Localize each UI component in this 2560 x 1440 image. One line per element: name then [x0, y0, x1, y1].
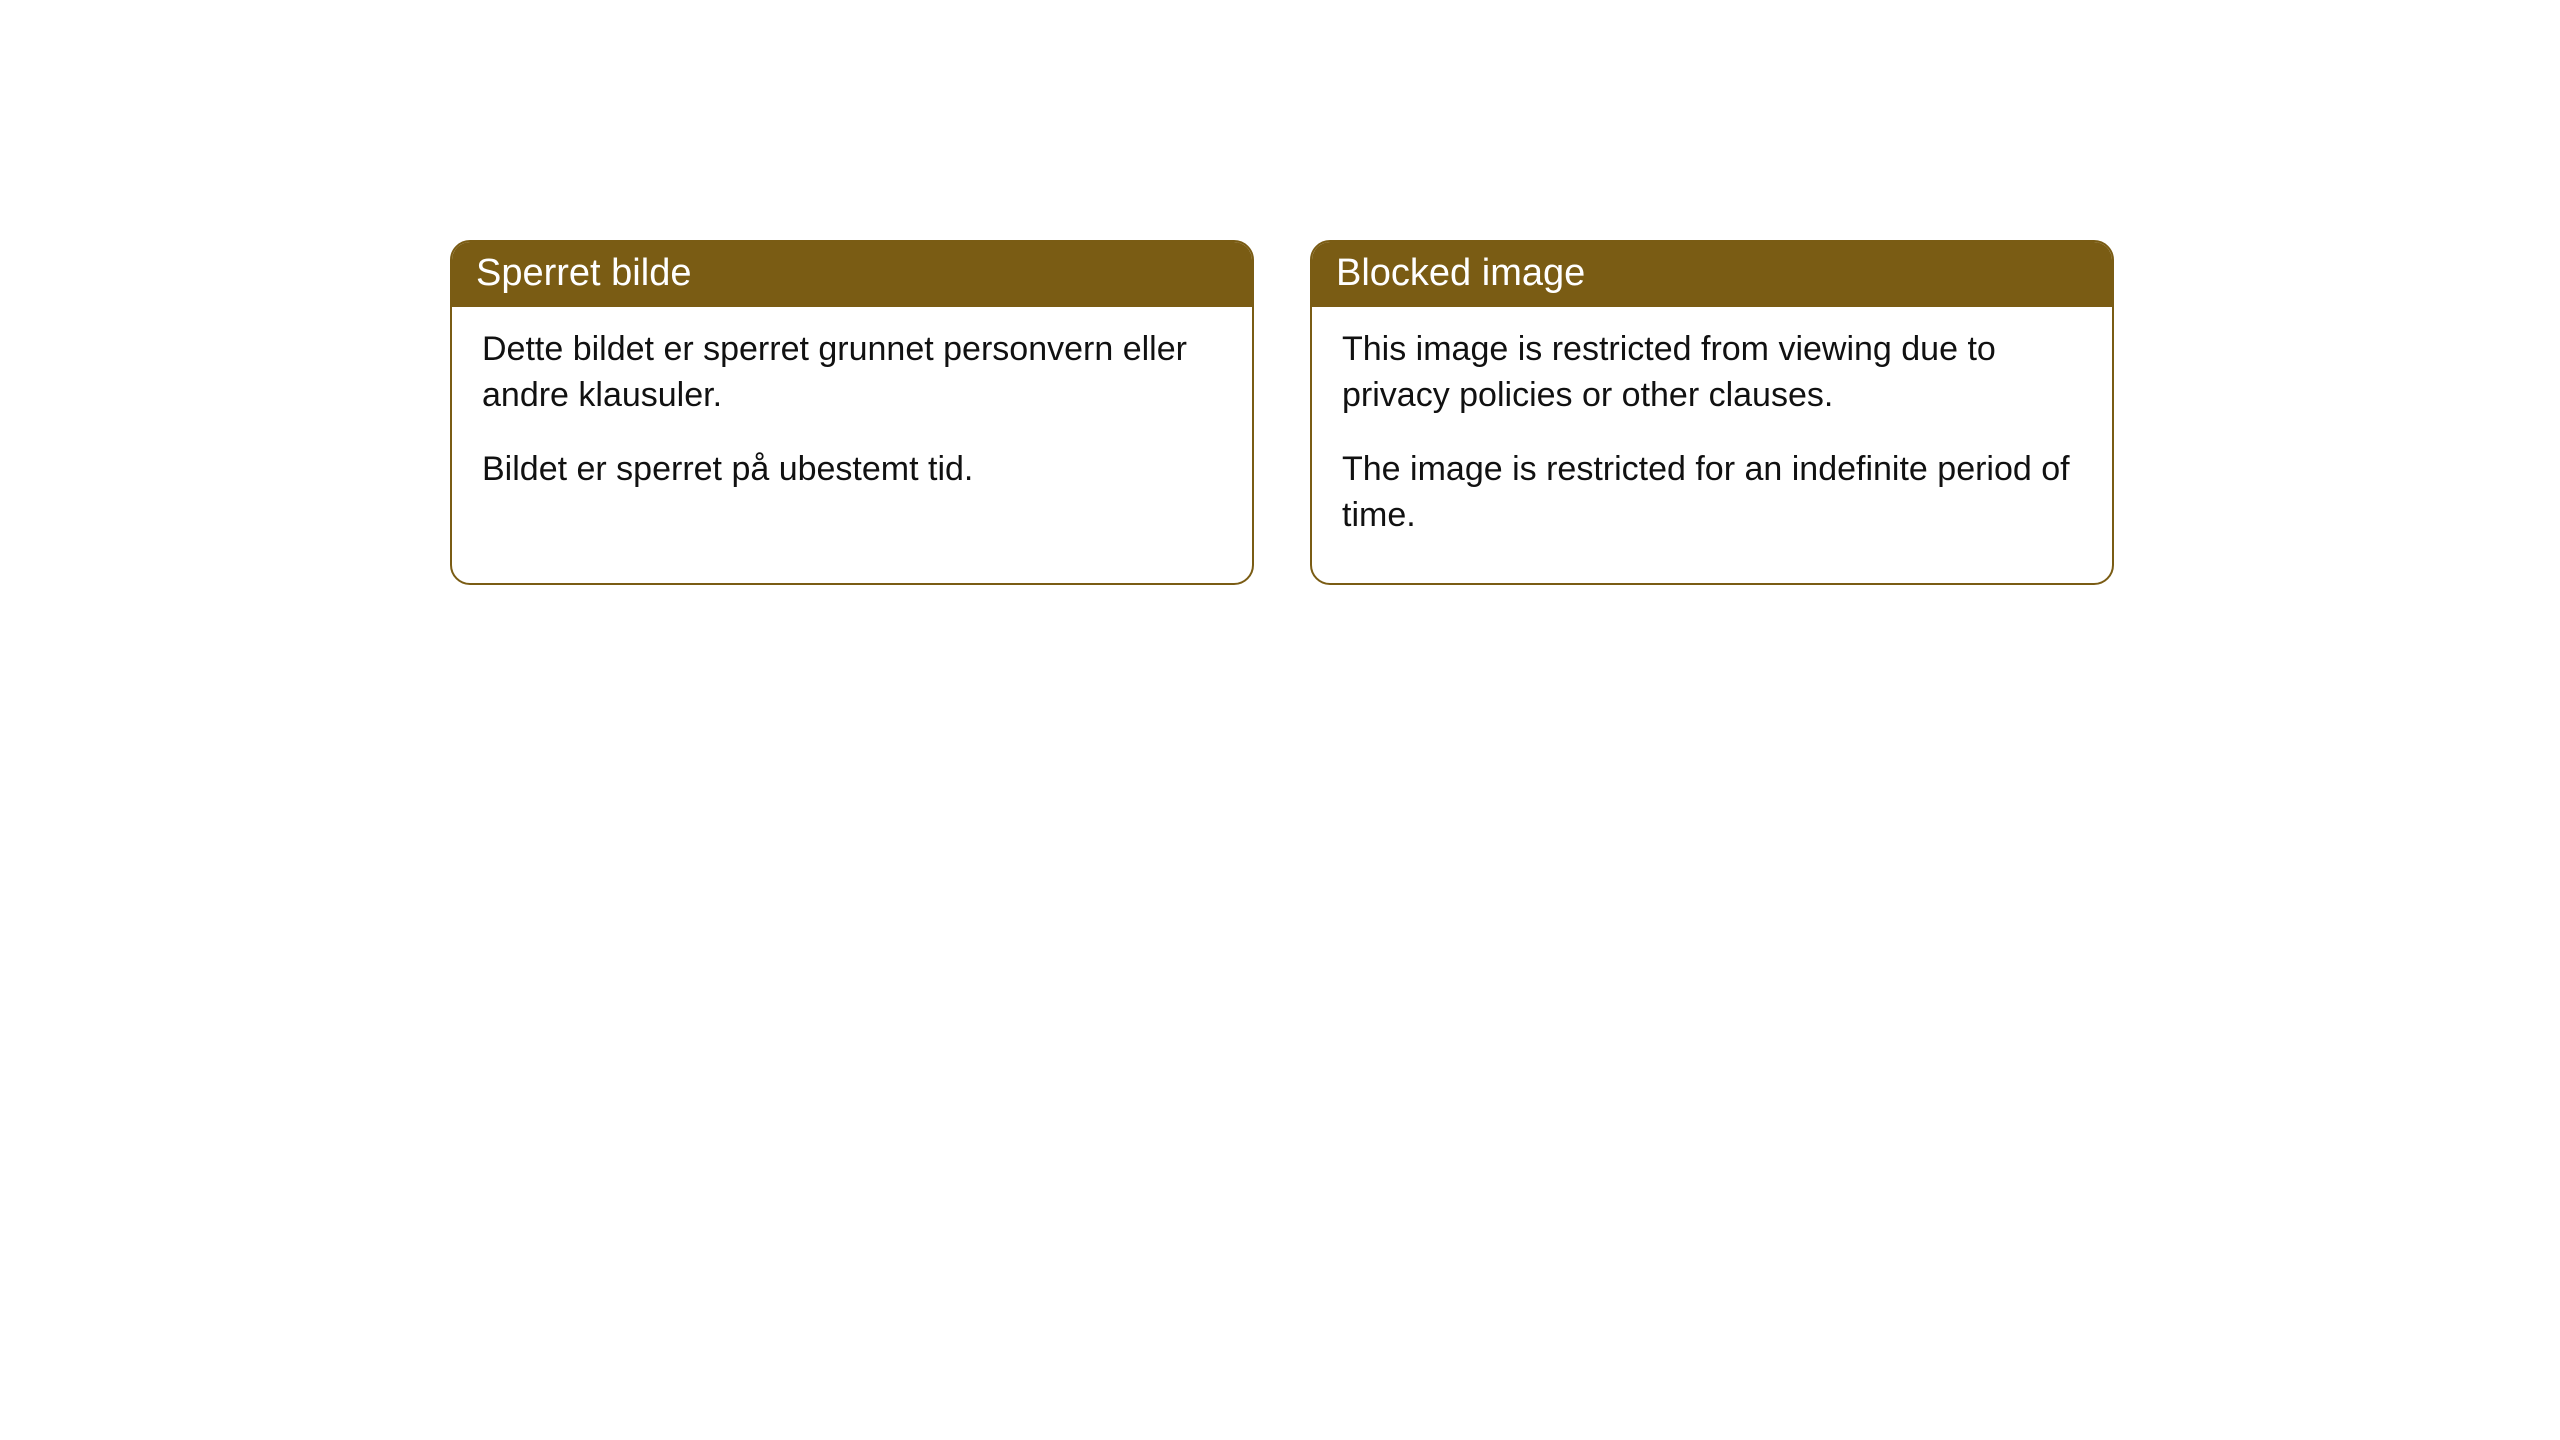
notice-card-english: Blocked image This image is restricted f… [1310, 240, 2114, 585]
card-paragraph: Bildet er sperret på ubestemt tid. [482, 447, 1222, 493]
notice-cards-container: Sperret bilde Dette bildet er sperret gr… [450, 240, 2114, 585]
card-body: Dette bildet er sperret grunnet personve… [452, 307, 1252, 537]
notice-card-norwegian: Sperret bilde Dette bildet er sperret gr… [450, 240, 1254, 585]
card-header: Blocked image [1312, 242, 2112, 307]
card-header: Sperret bilde [452, 242, 1252, 307]
card-paragraph: The image is restricted for an indefinit… [1342, 447, 2082, 539]
card-paragraph: This image is restricted from viewing du… [1342, 327, 2082, 419]
card-title: Blocked image [1336, 252, 1585, 294]
card-title: Sperret bilde [476, 252, 691, 294]
card-paragraph: Dette bildet er sperret grunnet personve… [482, 327, 1222, 419]
card-body: This image is restricted from viewing du… [1312, 307, 2112, 583]
